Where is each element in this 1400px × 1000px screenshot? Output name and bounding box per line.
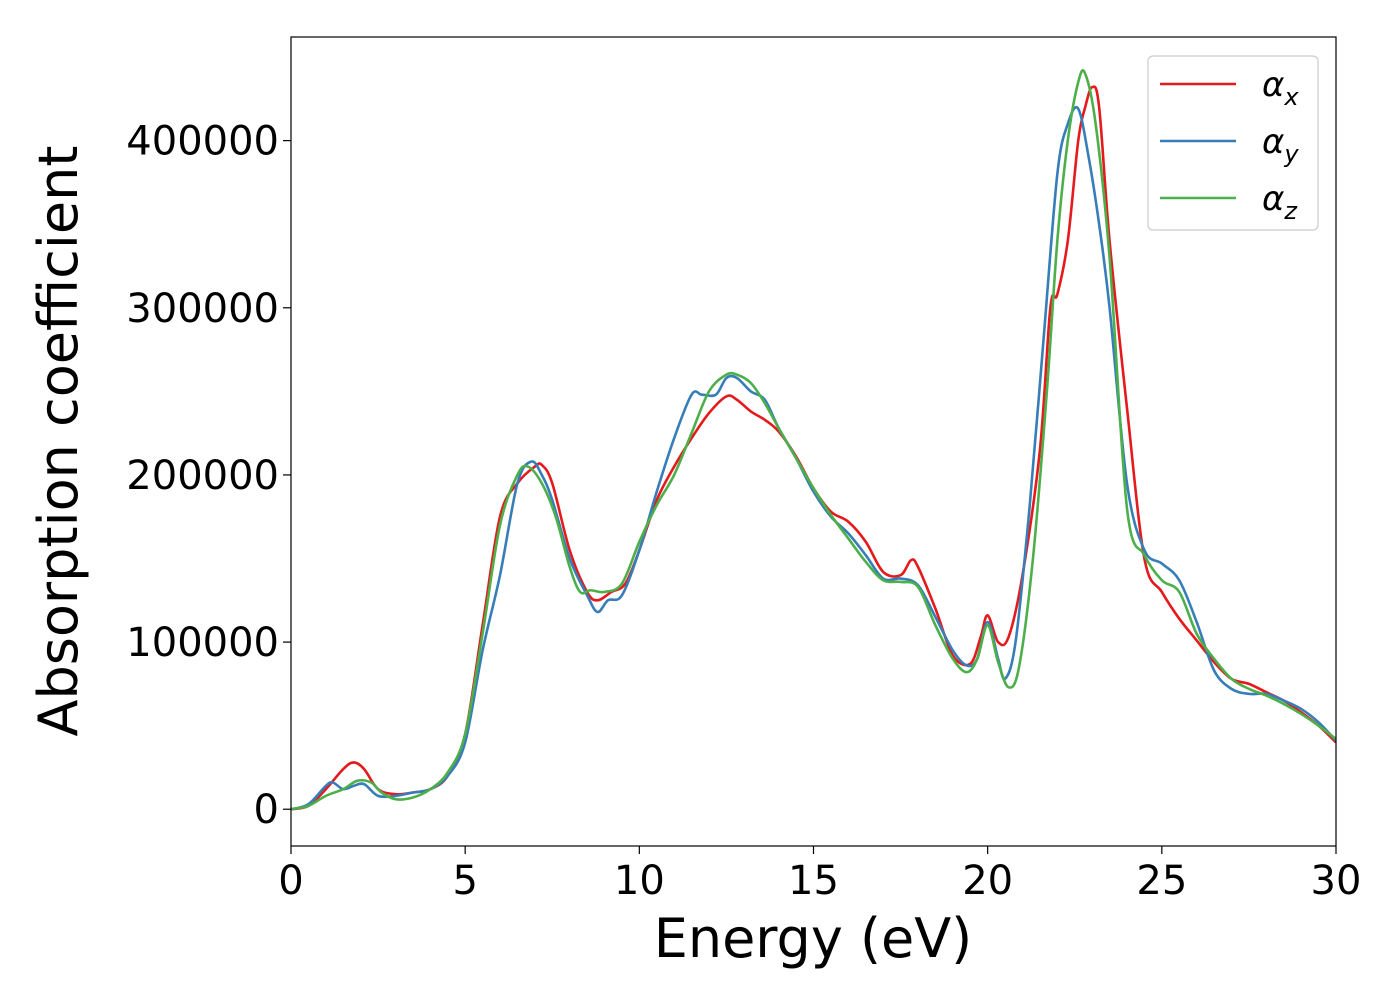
series-line-α-x bbox=[291, 85, 1336, 811]
x-tick-label: 30 bbox=[1311, 858, 1362, 904]
legend-label-y: αy bbox=[1262, 122, 1299, 168]
y-tick-label: 100000 bbox=[126, 620, 279, 666]
y-tick-label: 400000 bbox=[126, 119, 279, 165]
y-tick-label: 0 bbox=[254, 787, 279, 833]
x-axis-title: Energy (eV) bbox=[654, 907, 973, 970]
series-line-α-y bbox=[291, 106, 1336, 811]
x-tick-label: 0 bbox=[278, 858, 303, 904]
y-tick-label: 300000 bbox=[126, 286, 279, 332]
y-tick-label: 200000 bbox=[126, 453, 279, 499]
x-axis: 0 5 10 15 20 25 30 bbox=[278, 846, 1361, 904]
legend-box bbox=[1147, 55, 1319, 231]
legend-label-x: αx bbox=[1262, 65, 1299, 111]
x-tick-label: 15 bbox=[788, 858, 839, 904]
x-tick-label: 5 bbox=[452, 858, 477, 904]
x-tick-label: 25 bbox=[1136, 858, 1187, 904]
y-axis: 0 100000 200000 300000 400000 bbox=[126, 119, 291, 833]
series-line-α-z bbox=[291, 69, 1336, 811]
x-tick-label: 10 bbox=[614, 858, 665, 904]
y-axis-title: Absorption coefficient bbox=[27, 146, 90, 737]
x-tick-label: 20 bbox=[962, 858, 1013, 904]
series-layer bbox=[291, 69, 1336, 811]
